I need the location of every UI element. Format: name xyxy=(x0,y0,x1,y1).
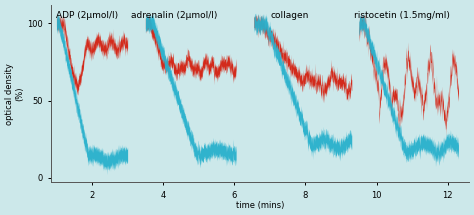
X-axis label: time (mins): time (mins) xyxy=(236,201,284,210)
Text: ADP (2μmol/l): ADP (2μmol/l) xyxy=(55,11,118,20)
Text: collagen: collagen xyxy=(270,11,309,20)
Y-axis label: optical density
(%): optical density (%) xyxy=(5,63,24,124)
Text: adrenalin (2μmol/l): adrenalin (2μmol/l) xyxy=(131,11,217,20)
Text: ristocetin (1.5mg/ml): ristocetin (1.5mg/ml) xyxy=(354,11,449,20)
